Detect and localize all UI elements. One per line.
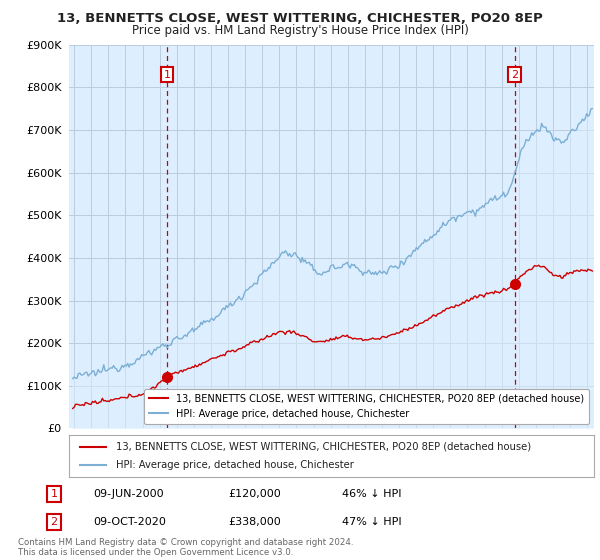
Text: £120,000: £120,000 xyxy=(228,489,281,499)
Text: Contains HM Land Registry data © Crown copyright and database right 2024.
This d: Contains HM Land Registry data © Crown c… xyxy=(18,538,353,557)
Text: Price paid vs. HM Land Registry's House Price Index (HPI): Price paid vs. HM Land Registry's House … xyxy=(131,24,469,36)
Text: 1: 1 xyxy=(164,69,170,80)
Text: 09-JUN-2000: 09-JUN-2000 xyxy=(93,489,164,499)
Text: 13, BENNETTS CLOSE, WEST WITTERING, CHICHESTER, PO20 8EP (detached house): 13, BENNETTS CLOSE, WEST WITTERING, CHIC… xyxy=(116,442,532,452)
Text: 46% ↓ HPI: 46% ↓ HPI xyxy=(342,489,401,499)
Text: 1: 1 xyxy=(50,489,58,499)
Text: 13, BENNETTS CLOSE, WEST WITTERING, CHICHESTER, PO20 8EP: 13, BENNETTS CLOSE, WEST WITTERING, CHIC… xyxy=(57,12,543,25)
Text: 47% ↓ HPI: 47% ↓ HPI xyxy=(342,517,401,527)
Text: 09-OCT-2020: 09-OCT-2020 xyxy=(93,517,166,527)
Legend: 13, BENNETTS CLOSE, WEST WITTERING, CHICHESTER, PO20 8EP (detached house), HPI: : 13, BENNETTS CLOSE, WEST WITTERING, CHIC… xyxy=(144,389,589,423)
Text: £338,000: £338,000 xyxy=(228,517,281,527)
Text: HPI: Average price, detached house, Chichester: HPI: Average price, detached house, Chic… xyxy=(116,460,354,470)
Text: 2: 2 xyxy=(511,69,518,80)
Text: 2: 2 xyxy=(50,517,58,527)
